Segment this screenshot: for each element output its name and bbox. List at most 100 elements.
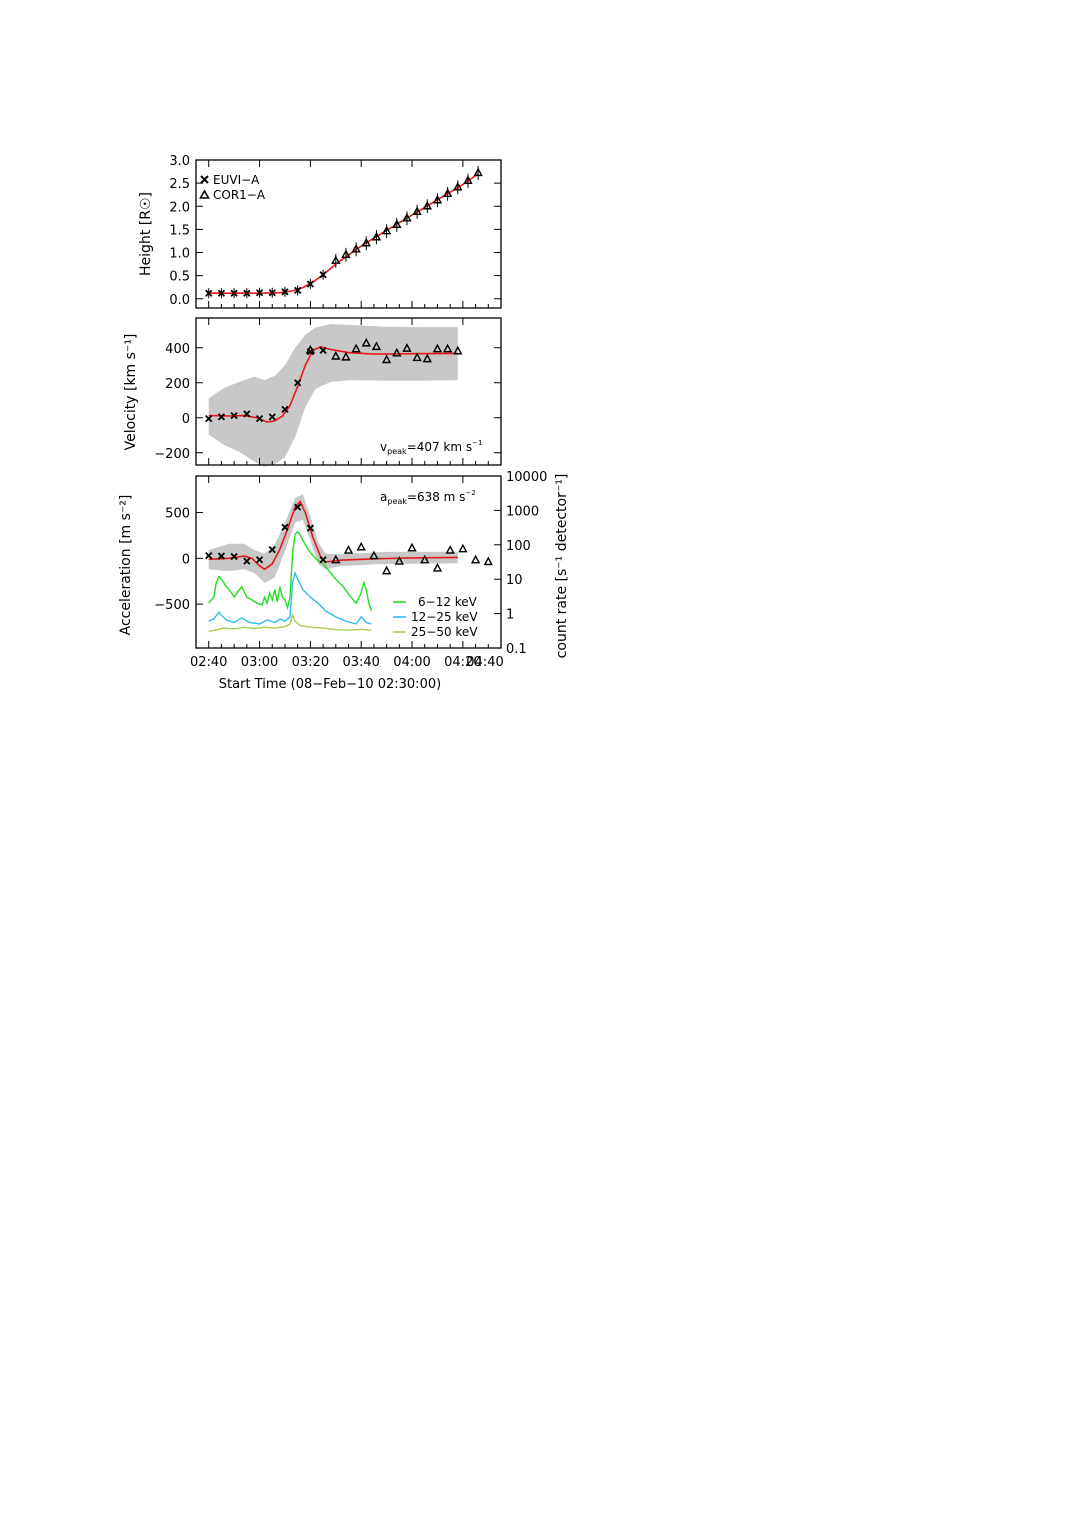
legend-label-6-12: 6−12 keV xyxy=(418,595,478,609)
acceleration-cor1-point xyxy=(343,545,354,554)
velocity-cor1-point xyxy=(305,344,316,354)
acceleration-cor1-point xyxy=(356,541,366,551)
acceleration-cor1-point xyxy=(394,556,405,565)
velocity-peak-annotation: vpeak=407 km s−1 xyxy=(380,439,482,456)
velocity-cor1-point xyxy=(341,351,351,361)
xtick-label: 03:00 xyxy=(241,655,278,670)
velocity-ylabel: Velocity [km s⁻¹] xyxy=(123,334,139,451)
acceleration-euvi-point xyxy=(217,552,226,560)
xtick-label: 03:40 xyxy=(342,655,379,670)
acceleration-euvi-point xyxy=(306,524,315,532)
velocity-cor1-point xyxy=(331,351,341,360)
legend-label-12-25: 12−25 keV xyxy=(411,610,478,624)
height-ytick-label: 3.0 xyxy=(169,154,190,169)
velocity-euvi-point xyxy=(255,414,264,423)
velocity-plot-frame xyxy=(195,317,502,466)
height-ytick-label: 2.0 xyxy=(169,200,190,215)
acceleration-panel: −500 0 500 02:40 03:00 03:20 03:40 04:00 04:2004… xyxy=(118,470,570,692)
acceleration-euvi-point xyxy=(255,556,264,564)
acceleration-euvi-point xyxy=(281,523,289,531)
velocity-cor1-point xyxy=(432,343,443,353)
velocity-euvi-point xyxy=(268,413,276,421)
countrate-ytick-label: 1000 xyxy=(506,504,539,519)
legend-cor1-marker xyxy=(199,189,210,199)
velocity-euvi-point xyxy=(281,405,289,413)
height-ylabel: Height [R☉] xyxy=(138,192,154,276)
acceleration-cor1-point xyxy=(407,542,417,552)
acceleration-euvi-point xyxy=(243,557,251,565)
acceleration-cor1-point xyxy=(445,545,455,554)
height-ytick-label: 1.0 xyxy=(169,247,190,262)
velocity-cor1-point xyxy=(392,347,402,357)
velocity-ytick-label: 400 xyxy=(165,342,190,357)
acceleration-ytick-label: 0 xyxy=(182,552,190,567)
acceleration-ytick-label: −500 xyxy=(154,598,190,613)
acceleration-fit-line xyxy=(208,500,458,571)
acceleration-ylabel: Acceleration [m s⁻²] xyxy=(118,495,134,636)
countrate-ytick-label: 0.1 xyxy=(506,642,527,657)
velocity-euvi-point xyxy=(230,412,238,420)
velocity-cor1-point xyxy=(402,343,412,352)
acceleration-cor1-point xyxy=(483,556,493,566)
velocity-cor1-point xyxy=(412,352,422,362)
velocity-euvi-point xyxy=(217,413,226,421)
height-legend: EUVI−A COR1−A xyxy=(199,173,266,202)
acceleration-cor1-point xyxy=(470,554,481,564)
acceleration-peak-annotation: apeak=638 m s−2 xyxy=(380,489,476,506)
velocity-euvi-point xyxy=(294,379,302,387)
acceleration-ytick-label: 500 xyxy=(165,507,190,522)
countrate-ytick-label: 1 xyxy=(506,608,514,623)
velocity-ytick-label: 0 xyxy=(182,412,190,427)
acceleration-cor1-point xyxy=(331,554,341,564)
legend-euvi-label: EUVI−A xyxy=(213,173,260,187)
velocity-panel: −200 0 200 400 Velocity [km s⁻¹] vpeak=407 … xyxy=(123,317,502,467)
acceleration-cor1-point xyxy=(432,562,443,572)
legend-euvi-marker xyxy=(200,175,209,184)
xtick-label: 04:20 xyxy=(444,655,481,670)
countrate-ylabel: count rate [s⁻¹ detector⁻¹] xyxy=(554,474,570,659)
countrate-ytick-label: 10 xyxy=(506,573,523,588)
velocity-cor1-point xyxy=(351,343,361,353)
velocity-cor1-point xyxy=(371,341,382,351)
height-ytick-label: 0.0 xyxy=(169,293,190,308)
legend-label-25-50: 25−50 keV xyxy=(411,625,478,639)
height-ytick-label: 0.5 xyxy=(169,270,190,285)
height-ytick-label: 2.5 xyxy=(169,177,190,192)
countrate-ytick-label: 10000 xyxy=(506,470,547,485)
energy-legend: 6−12 keV 12−25 keV 25−50 keV xyxy=(393,595,478,639)
count-rate-6-12kev-line xyxy=(208,530,373,612)
height-panel: 0.0 0.5 1.0 1.5 2.0 2.5 3.0 Height [R☉] EUVI−A… xyxy=(138,154,502,309)
velocity-ytick-label: 200 xyxy=(165,377,190,392)
velocity-cor1-point xyxy=(442,343,453,353)
acceleration-error-band xyxy=(208,494,458,584)
acceleration-plot-frame xyxy=(195,475,502,649)
velocity-ytick-label: −200 xyxy=(154,447,190,462)
xtick-label: 04:00 xyxy=(393,655,430,670)
legend-cor1-label: COR1−A xyxy=(213,188,266,202)
velocity-cor1-point xyxy=(453,345,463,355)
xtick-label: 03:20 xyxy=(292,655,329,670)
acceleration-euvi-point xyxy=(268,546,276,554)
velocity-error-band xyxy=(208,324,458,467)
acceleration-cor1-point xyxy=(420,554,430,564)
height-plot-frame xyxy=(195,159,502,309)
height-ytick-label: 1.5 xyxy=(169,223,190,238)
acceleration-euvi-point xyxy=(230,552,238,561)
acceleration-euvi-point xyxy=(294,503,302,511)
velocity-cor1-point xyxy=(381,354,392,364)
xtick-label: 02:40 xyxy=(190,655,227,670)
velocity-cor1-point xyxy=(422,353,432,363)
acceleration-euvi-point xyxy=(205,551,213,560)
count-rate-25-50kev-line xyxy=(208,613,372,633)
velocity-cor1-point xyxy=(361,337,371,347)
countrate-ytick-label: 100 xyxy=(506,539,531,554)
velocity-euvi-point xyxy=(205,414,213,423)
velocity-euvi-point xyxy=(319,346,327,355)
xtick-label: 04:40 xyxy=(466,655,503,670)
velocity-euvi-point xyxy=(243,410,251,418)
acceleration-cor1-point xyxy=(369,550,379,560)
acceleration-cor1-point xyxy=(458,543,468,553)
acceleration-cor1-point xyxy=(381,565,392,575)
count-rate-12-25kev-line xyxy=(208,570,372,625)
